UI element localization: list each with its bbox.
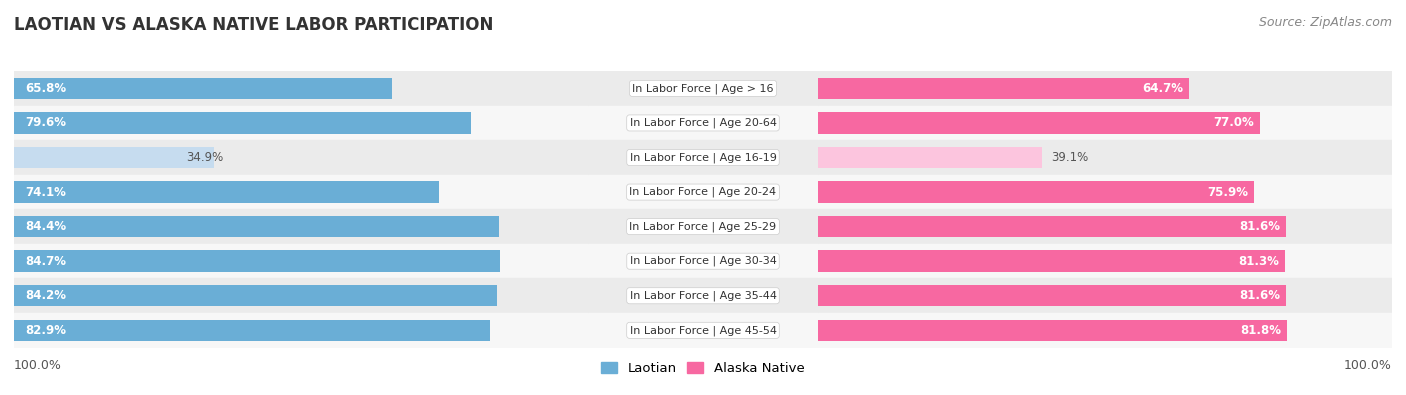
Bar <box>818 106 1392 140</box>
Bar <box>588 71 818 106</box>
Text: 39.1%: 39.1% <box>1050 151 1088 164</box>
Bar <box>818 71 1392 106</box>
Bar <box>818 216 1286 237</box>
Bar <box>14 285 498 307</box>
Bar <box>818 320 1288 341</box>
Bar <box>818 250 1285 272</box>
Bar <box>588 106 818 140</box>
Text: 100.0%: 100.0% <box>1344 359 1392 372</box>
Bar <box>14 216 499 237</box>
Bar <box>588 140 818 175</box>
Text: 75.9%: 75.9% <box>1206 186 1249 199</box>
Text: In Labor Force | Age 16-19: In Labor Force | Age 16-19 <box>630 152 776 163</box>
Bar <box>14 244 588 278</box>
Text: In Labor Force | Age 20-24: In Labor Force | Age 20-24 <box>630 187 776 198</box>
Text: 65.8%: 65.8% <box>25 82 66 95</box>
Text: 81.3%: 81.3% <box>1237 255 1279 268</box>
Bar <box>818 209 1392 244</box>
Text: 79.6%: 79.6% <box>25 117 66 130</box>
Bar <box>818 285 1286 307</box>
Bar <box>14 278 588 313</box>
Bar <box>818 147 1042 168</box>
Text: 77.0%: 77.0% <box>1213 117 1254 130</box>
Bar <box>818 112 1260 134</box>
Bar <box>818 175 1392 209</box>
Text: 82.9%: 82.9% <box>25 324 66 337</box>
Text: 81.6%: 81.6% <box>1240 220 1281 233</box>
Text: 34.9%: 34.9% <box>186 151 224 164</box>
Text: In Labor Force | Age 45-54: In Labor Force | Age 45-54 <box>630 325 776 336</box>
Bar <box>14 147 215 168</box>
Text: 74.1%: 74.1% <box>25 186 66 199</box>
Text: 64.7%: 64.7% <box>1143 82 1184 95</box>
Text: 84.4%: 84.4% <box>25 220 66 233</box>
Bar <box>588 244 818 278</box>
Bar <box>818 78 1189 99</box>
Bar <box>588 313 818 348</box>
Text: Source: ZipAtlas.com: Source: ZipAtlas.com <box>1258 16 1392 29</box>
Bar <box>818 181 1254 203</box>
Bar <box>14 71 588 106</box>
Bar <box>588 278 818 313</box>
Bar <box>14 175 588 209</box>
Text: In Labor Force | Age 20-64: In Labor Force | Age 20-64 <box>630 118 776 128</box>
Text: 81.6%: 81.6% <box>1240 289 1281 302</box>
Text: 84.2%: 84.2% <box>25 289 66 302</box>
Text: In Labor Force | Age 25-29: In Labor Force | Age 25-29 <box>630 221 776 232</box>
Bar <box>14 112 471 134</box>
Text: 84.7%: 84.7% <box>25 255 66 268</box>
Bar <box>818 313 1392 348</box>
Bar <box>14 78 392 99</box>
Bar <box>818 278 1392 313</box>
Text: 81.8%: 81.8% <box>1240 324 1282 337</box>
Bar <box>14 250 501 272</box>
Text: In Labor Force | Age 35-44: In Labor Force | Age 35-44 <box>630 290 776 301</box>
Text: 100.0%: 100.0% <box>14 359 62 372</box>
Bar <box>14 320 491 341</box>
Bar <box>14 313 588 348</box>
Bar <box>14 209 588 244</box>
Bar <box>14 140 588 175</box>
Bar <box>588 175 818 209</box>
Text: In Labor Force | Age 30-34: In Labor Force | Age 30-34 <box>630 256 776 267</box>
Bar <box>818 244 1392 278</box>
Text: LAOTIAN VS ALASKA NATIVE LABOR PARTICIPATION: LAOTIAN VS ALASKA NATIVE LABOR PARTICIPA… <box>14 16 494 34</box>
Bar <box>818 140 1392 175</box>
Bar <box>14 106 588 140</box>
Bar <box>588 209 818 244</box>
Legend: Laotian, Alaska Native: Laotian, Alaska Native <box>596 357 810 380</box>
Text: In Labor Force | Age > 16: In Labor Force | Age > 16 <box>633 83 773 94</box>
Bar <box>14 181 440 203</box>
